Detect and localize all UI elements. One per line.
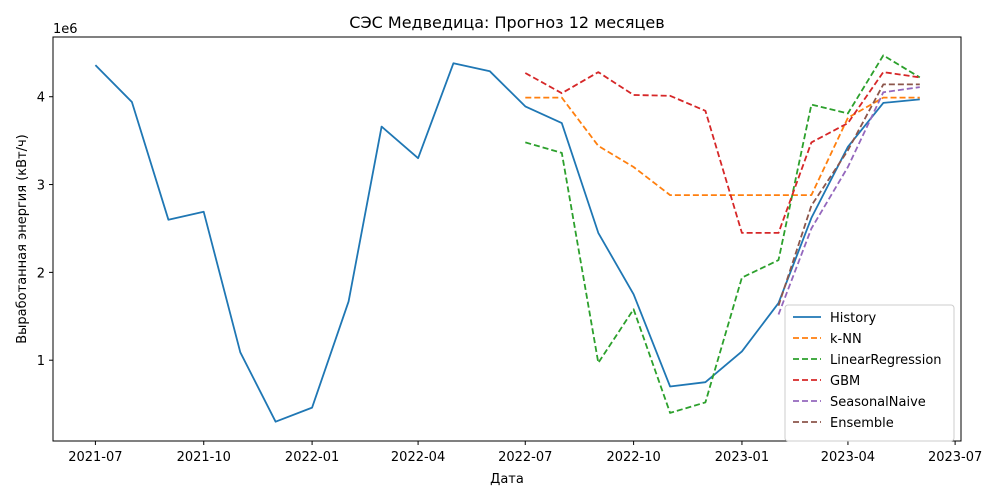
series-layer: [94, 54, 921, 423]
series-line-gbm: [524, 71, 920, 234]
x-tick-label: 2021-10: [177, 450, 231, 465]
series-line-seasonalnaive: [777, 86, 920, 315]
legend-label: LinearRegression: [830, 353, 942, 368]
y-tick-label: 3: [37, 179, 45, 194]
x-tick-label: 2021-07: [68, 450, 122, 465]
x-tick-label: 2022-07: [498, 450, 552, 465]
y-axis-label: Выработанная энергия (кВт/ч): [15, 134, 30, 344]
legend-label: SeasonalNaive: [830, 395, 926, 410]
axes-layer: 2021-07 2021-10 2022-01 2022-04 2022-07 2022-…: [37, 36, 982, 465]
x-tick-label: 2023-01: [715, 450, 769, 465]
y-tick-label: 2: [37, 266, 45, 281]
legend-label: Ensemble: [830, 416, 894, 431]
x-axis-label: Дата: [490, 472, 524, 487]
chart-title: СЭС Медведица: Прогноз 12 месяцев: [349, 13, 664, 32]
x-tick-label: 2022-10: [606, 450, 660, 465]
legend-box: [784, 304, 955, 442]
x-tick-label: 2023-07: [928, 450, 982, 465]
y-axis-offset-label: 1e6: [53, 22, 78, 37]
legend-label: History: [830, 311, 877, 326]
x-tick-label: 2022-04: [391, 450, 445, 465]
legend-label: GBM: [830, 374, 860, 389]
plot-frame: [52, 36, 962, 442]
series-line-history: [94, 62, 920, 423]
y-tick-label: 1: [37, 354, 45, 369]
legend-label: k-NN: [830, 332, 862, 347]
series-line-linearregression: [525, 54, 921, 414]
series-line-ensemble: [777, 83, 920, 306]
legend: History k-NN LinearRegression GBM SeasonalNa…: [784, 304, 955, 442]
series-line-k-nn: [525, 96, 920, 197]
y-tick-label: 4: [37, 91, 45, 106]
x-tick-label: 2022-01: [285, 450, 339, 465]
x-tick-label: 2023-04: [821, 450, 875, 465]
